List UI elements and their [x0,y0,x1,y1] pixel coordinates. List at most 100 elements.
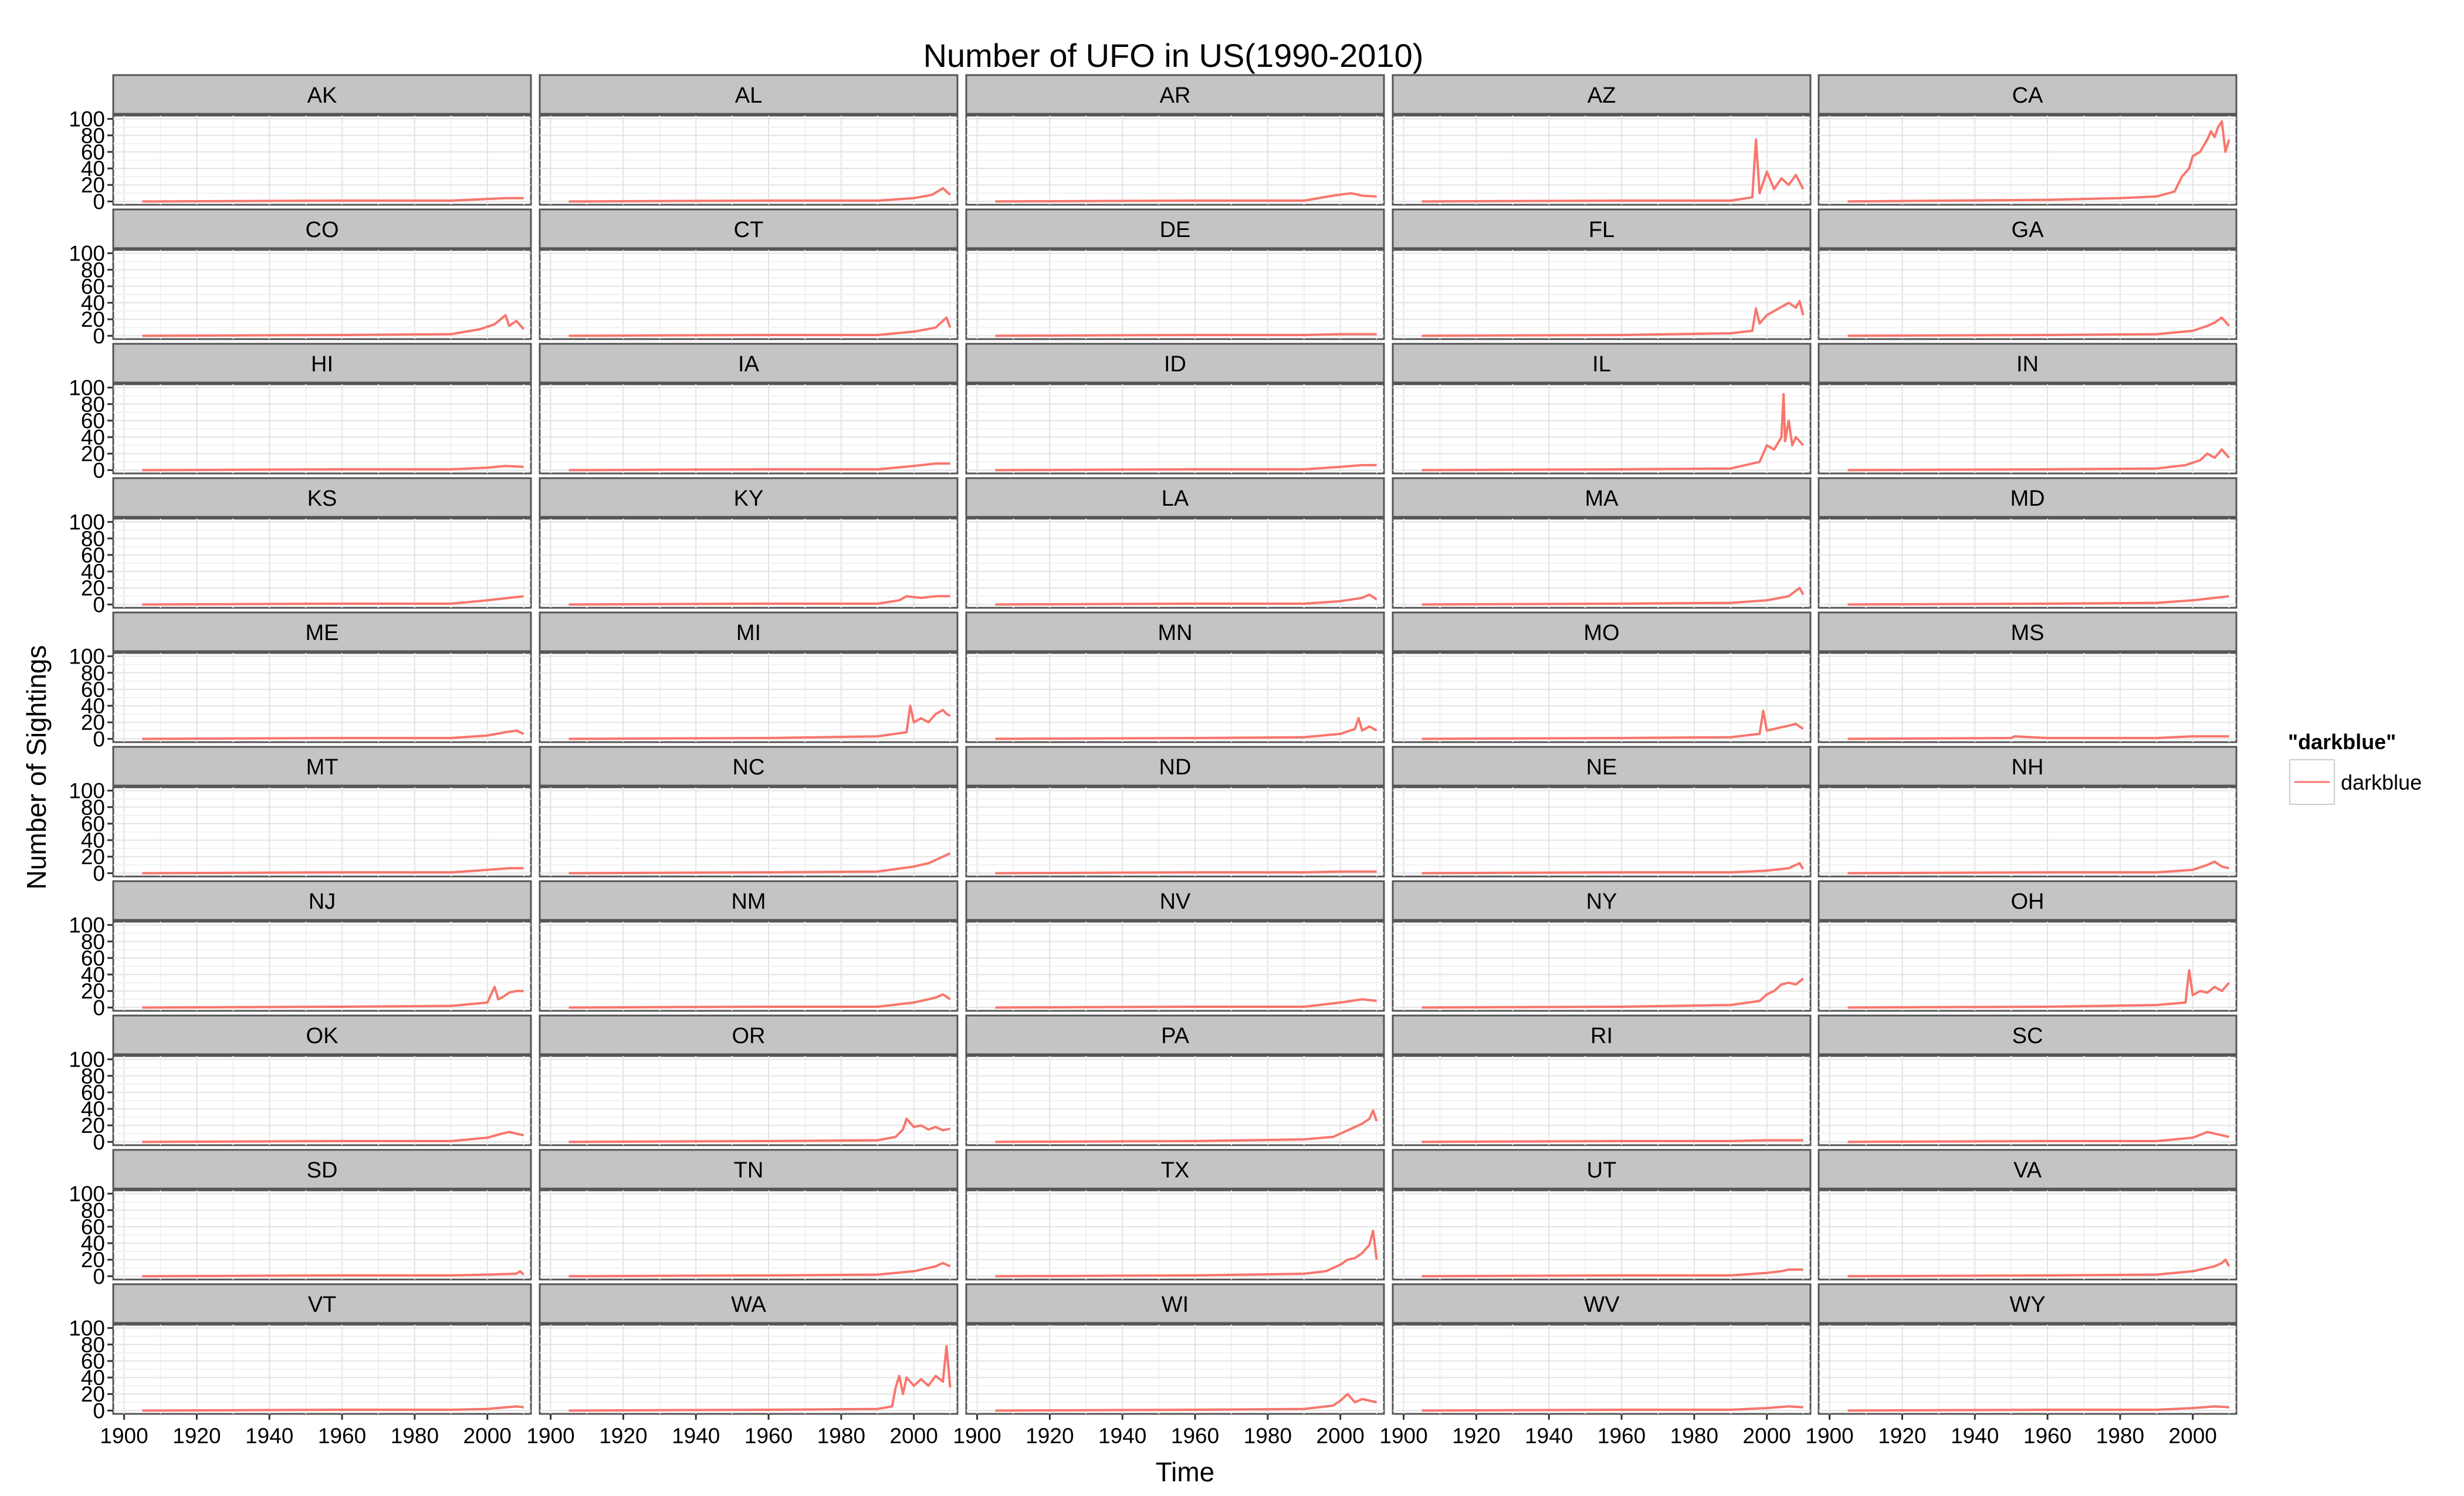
strip-label: HI [311,352,333,377]
panel-ar: AR [965,74,1385,206]
strip-oh [1817,880,2238,921]
series-line-me [142,729,524,740]
strip-label: LA [1162,486,1189,511]
series-line-or [568,1118,951,1143]
y-tick-label: 80 [81,527,105,551]
series-line-ga [1847,316,2231,337]
panel-ct: CT [539,208,959,340]
series-line-ar [995,192,1377,203]
strip-ct [539,208,959,249]
panel-ri: RI [1392,1014,1812,1146]
panel-tn: TN [539,1149,959,1281]
y-tick-label: 80 [81,661,105,685]
y-tick-label: 20 [81,1382,105,1406]
x-tick-label: 1900 [100,1424,148,1448]
strip-label: MN [1157,621,1192,645]
x-tick-label: 1940 [1098,1424,1146,1448]
strip-label: NE [1586,755,1617,780]
x-tick-label: 1900 [1805,1424,1853,1448]
y-axis-title: Number of Sightings [21,645,52,890]
strip-label: IL [1592,352,1611,377]
series-line-ri [1421,1139,1803,1143]
x-tick-label: 1920 [1878,1424,1926,1448]
strip-va [1817,1149,2238,1190]
strip-ky [539,477,959,518]
strip-ri [1392,1014,1812,1055]
panel-in: IN [1817,343,2238,475]
strip-mo [1392,611,1812,652]
panel-al: AL [539,74,959,206]
series-line-nc [568,852,951,875]
panel-wv: WV 1900 1920 1940 1960 1980 2000 [1379,1283,1812,1448]
panel-mo: MO [1392,611,1812,743]
x-tick-label: 1980 [391,1424,439,1448]
y-tick-label: 100 [69,242,105,266]
strip-ar [965,74,1385,115]
strip-label: NC [733,755,765,780]
strip-label: WI [1162,1292,1189,1317]
strip-nm [539,880,959,921]
series-line-md [1847,595,2229,606]
y-tick-label: 100 [69,1316,105,1341]
y-tick-label: 0 [93,593,105,617]
series-line-il [1421,392,1805,472]
series-line-mn [995,717,1377,740]
strip-tn [539,1149,959,1190]
y-tick-label: 60 [81,678,105,702]
panel-de: DE [965,208,1385,340]
x-tick-label: 1940 [1951,1424,1999,1448]
panel-oh: OH [1817,880,2238,1012]
strip-md [1817,477,2238,518]
strip-ga [1817,208,2238,249]
series-line-wy [1847,1405,2229,1412]
y-tick-label: 100 [69,1048,105,1072]
series-line-wi [995,1393,1377,1412]
series-line-nv [995,998,1377,1009]
series-line-va [1847,1258,2231,1278]
strip-label: MI [736,621,761,645]
series-line-sc [1847,1131,2230,1143]
strip-label: CA [2012,83,2043,108]
x-tick-label: 1920 [599,1424,647,1448]
panel-la: LA [965,477,1385,609]
series-line-ok [142,1131,524,1143]
strip-label: NV [1160,889,1191,914]
panel-md: MD [1817,477,2238,609]
strip-nh [1817,746,2238,787]
panel-ny: NY [1392,880,1812,1012]
y-tick-label: 100 [69,779,105,803]
y-tick-label: 80 [81,1064,105,1088]
y-tick-label: 0 [93,996,105,1020]
series-line-ny [1421,977,1804,1009]
panel-or: OR [539,1014,959,1146]
panel-ma: MA [1392,477,1812,609]
strip-label: ME [306,621,339,645]
series-line-ky [568,595,950,606]
strip-label: SD [307,1158,338,1183]
y-tick-label: 0 [93,458,105,482]
strip-ne [1392,746,1812,787]
y-tick-label: 100 [69,107,105,131]
strip-mn [965,611,1385,652]
y-tick-label: 40 [81,694,105,718]
strip-label: PA [1161,1024,1190,1048]
y-tick-label: 0 [93,1399,105,1423]
series-line-ak [142,197,524,203]
panel-wy: WY 1900 1920 1940 1960 1980 2000 [1805,1283,2238,1448]
strip-label: WV [1583,1292,1620,1317]
strip-ms [1817,611,2238,652]
strip-nv [965,880,1385,921]
strip-ma [1392,477,1812,518]
strip-label: IA [738,352,760,377]
y-tick-label: 40 [81,425,105,449]
x-tick-label: 1900 [953,1424,1001,1448]
strip-label: FL [1589,218,1615,242]
series-line-la [995,593,1377,606]
series-line-ms [1847,735,2229,740]
series-line-nd [995,870,1377,875]
series-line-nm [568,993,951,1009]
